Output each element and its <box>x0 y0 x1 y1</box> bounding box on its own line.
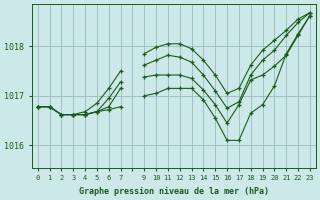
X-axis label: Graphe pression niveau de la mer (hPa): Graphe pression niveau de la mer (hPa) <box>79 187 269 196</box>
